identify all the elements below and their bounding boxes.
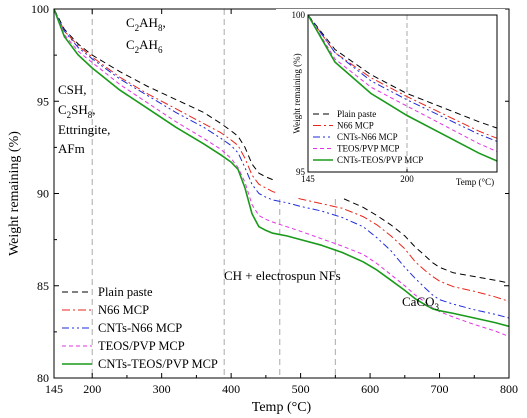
x-tick-label-5: 600 [361,382,379,396]
legend-label-0: Plain paste [98,285,153,299]
inset-legend-label-4: CNTs-TEOS/PVP MCP [337,155,423,165]
x-tick-label-4: 500 [292,382,310,396]
inset-series-layer [308,15,497,162]
annotation-caco3: CaCO3 [402,294,440,312]
inset-series-line-1 [308,15,497,139]
inset-y-tick-label-0: 95 [296,167,306,177]
inset-legend-label-1: N66 MCP [337,121,374,131]
inset-y-axis-title: Weight remaining (%) [292,53,302,133]
annotation-c2sh8: C2SH8, [58,102,96,120]
series-line-2 [53,8,510,319]
axis-ticks: 145 200 300 400 500 600 700 800 80 85 90 95 100 [31,2,518,396]
x-tick-label-2: 300 [153,382,171,396]
inset-chart: 145 200 95 100 Temp (°C) Weight remaining (%)… [276,9,505,198]
annotation-ch: CH + electrospun NFs [224,268,341,283]
main-plot-area: 145 200 300 400 500 600 700 800 80 85 90 95 100 [31,2,518,396]
x-tick-label-7: 800 [500,382,518,396]
legend-label-3: TEOS/PVP MCP [98,339,185,353]
legend-label-4: CNTs-TEOS/PVP MCP [98,357,218,371]
x-tick-label-0: 145 [45,382,63,396]
annotation-c2ah8: C2AH8, [126,15,166,33]
legend-label-1: N66 MCP [98,303,149,317]
x-tick-label-1: 200 [83,382,101,396]
inset-frame [307,14,498,173]
annotation-csh: CSH, [58,82,87,97]
inset-series-line-2 [308,15,497,142]
inset-x-tick-label-0: 145 [301,174,315,184]
annotation-ettringite: Ettringite, [58,122,110,137]
y-tick-label-4: 100 [31,2,49,16]
x-axis-title: Temp (°C) [252,400,312,415]
inset-x-axis-title: Temp (°C) [456,177,494,187]
y-tick-label-2: 90 [37,187,49,201]
inset-y-tick-label-1: 100 [292,10,306,20]
inset-background [276,9,505,198]
inset-legend-label-0: Plain paste [337,109,376,119]
y-tick-label-3: 95 [37,94,49,108]
inset-legend-label-3: TEOS/PVP MCP [337,144,399,154]
y-tick-label-0: 80 [37,371,49,385]
inset-series-line-3 [308,15,497,153]
series-line-4 [53,8,510,328]
annotation-afm: AFm [58,141,85,156]
annotations: C2AH8, C2AH6 CSH, C2SH8, Ettringite, AFm CH + … [58,15,440,312]
annotation-c2ah6: C2AH6 [126,37,163,55]
inset-legend-label-2: CNTs-N66 MCP [337,132,398,142]
inset-x-tick-label-1: 200 [400,174,414,184]
x-tick-label-6: 700 [431,382,449,396]
series-line-3 [53,8,510,337]
legend-label-2: CNTs-N66 MCP [98,321,182,335]
y-tick-label-1: 85 [37,279,49,293]
inset-series-line-4 [308,15,497,162]
x-tick-label-3: 400 [222,382,240,396]
legend: Plain paste N66 MCP CNTs-N66 MCP TEOS/PVP M… [62,285,218,371]
y-axis-title: Weight remaining (%) [7,131,22,256]
